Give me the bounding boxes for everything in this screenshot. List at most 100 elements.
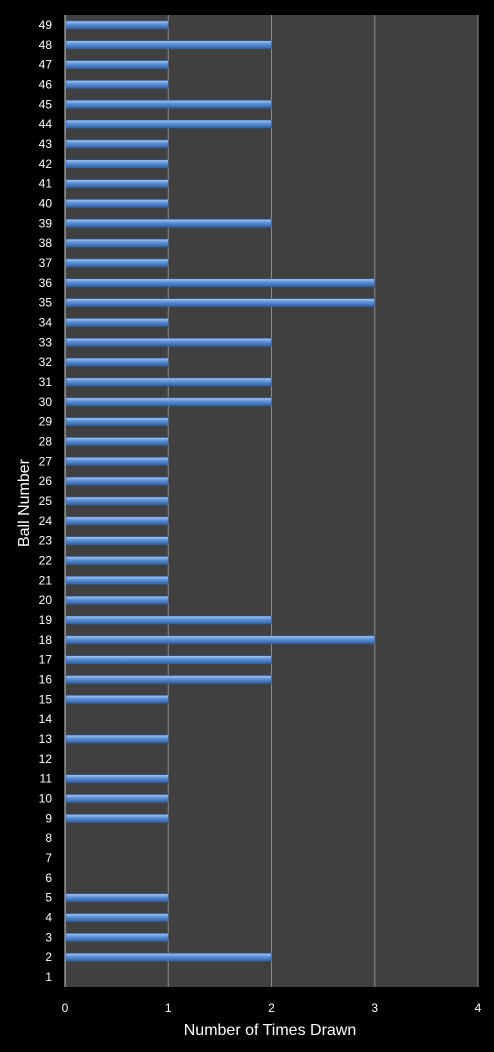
x-axis-title: Number of Times Drawn [184, 1022, 357, 1039]
y-tick-label: 31 [39, 375, 53, 389]
bar-ball-49 [65, 20, 169, 30]
bars [65, 20, 376, 962]
bar-ball-17 [65, 655, 272, 664]
bar-ball-10 [65, 794, 169, 803]
bar-ball-37 [65, 258, 169, 268]
bar-ball-32 [65, 357, 169, 367]
x-tick-label: 2 [268, 1001, 275, 1015]
bar-ball-38 [65, 238, 169, 248]
bar-ball-15 [65, 695, 169, 704]
bar-ball-22 [65, 556, 169, 565]
y-tick-label: 5 [45, 891, 52, 905]
bar-ball-41 [65, 179, 169, 188]
y-tick-label: 48 [39, 38, 53, 52]
bar-ball-45 [65, 99, 272, 109]
bar-ball-3 [65, 933, 169, 942]
x-tick-label: 3 [371, 1001, 378, 1015]
bar-ball-18 [65, 635, 376, 645]
bar-ball-9 [65, 814, 169, 823]
bar-ball-39 [65, 218, 272, 228]
bar-ball-27 [65, 457, 169, 466]
bar-ball-47 [65, 60, 169, 69]
y-tick-label: 24 [39, 514, 53, 528]
gridlines [64, 15, 479, 987]
y-tick-label: 16 [39, 673, 53, 687]
y-tick-label: 30 [39, 395, 53, 409]
y-tick-label: 42 [39, 157, 53, 171]
bar-ball-31 [65, 377, 272, 387]
bar-ball-23 [65, 536, 169, 545]
y-tick-label: 49 [39, 18, 53, 32]
bar-ball-43 [65, 139, 169, 149]
x-tick-label: 0 [62, 1001, 69, 1015]
y-tick-label: 46 [39, 77, 53, 91]
y-tick-label: 47 [39, 58, 53, 72]
y-tick-label: 15 [39, 692, 53, 706]
bar-ball-4 [65, 913, 169, 922]
y-tick-label: 23 [39, 534, 53, 548]
y-tick-label: 4 [45, 911, 52, 925]
y-tick-label: 22 [39, 554, 53, 568]
bar-ball-28 [65, 437, 169, 446]
y-tick-label: 39 [39, 216, 53, 230]
y-tick-label: 25 [39, 494, 53, 508]
y-tick-label: 21 [39, 573, 53, 587]
y-tick-label: 26 [39, 474, 53, 488]
y-tick-label: 34 [39, 315, 53, 329]
y-tick-label: 1 [45, 970, 52, 984]
bar-ball-46 [65, 80, 169, 89]
y-tick-label: 35 [39, 296, 53, 310]
bar-ball-35 [65, 298, 376, 307]
y-tick-label: 11 [40, 772, 53, 786]
y-tick-label: 32 [39, 355, 53, 369]
y-tick-label: 38 [39, 236, 53, 250]
bar-ball-30 [65, 397, 272, 407]
bar-ball-40 [65, 199, 169, 208]
y-tick-label: 20 [39, 593, 53, 607]
x-tick-label: 1 [165, 1001, 172, 1015]
y-tick-label: 2 [45, 950, 52, 964]
y-tick-label: 29 [39, 415, 53, 429]
y-tick-label: 37 [39, 256, 53, 270]
bar-ball-24 [65, 516, 169, 526]
bar-ball-29 [65, 417, 169, 426]
y-tick-label: 13 [39, 732, 53, 746]
bar-ball-48 [65, 40, 272, 50]
bar-ball-21 [65, 576, 169, 585]
y-tick-label: 12 [39, 752, 53, 766]
bar-ball-19 [65, 615, 272, 625]
bar-ball-26 [65, 476, 169, 486]
bar-ball-11 [65, 774, 169, 784]
y-tick-label: 28 [39, 434, 53, 448]
y-tick-labels: 1234567891011121314151617181920212223242… [39, 18, 53, 984]
y-tick-label: 7 [45, 851, 52, 865]
bar-ball-5 [65, 893, 169, 903]
bar-ball-13 [65, 734, 169, 744]
y-tick-label: 9 [45, 811, 52, 825]
y-tick-label: 45 [39, 97, 53, 111]
bar-ball-33 [65, 338, 272, 347]
y-tick-label: 43 [39, 137, 53, 151]
y-tick-label: 44 [39, 117, 53, 131]
bar-ball-25 [65, 496, 169, 506]
y-tick-label: 14 [39, 712, 53, 726]
y-tick-label: 10 [39, 792, 53, 806]
y-tick-label: 36 [39, 276, 53, 290]
bar-ball-42 [65, 159, 169, 169]
bar-ball-16 [65, 675, 272, 684]
y-tick-label: 3 [45, 930, 52, 944]
y-tick-label: 27 [39, 454, 53, 468]
y-tick-label: 33 [39, 335, 53, 349]
y-axis-title: Ball Number [16, 458, 33, 547]
bar-ball-20 [65, 595, 169, 605]
x-tick-labels: 0 1 2 3 4 [62, 1001, 482, 1015]
y-tick-label: 17 [39, 653, 53, 667]
y-tick-label: 18 [39, 633, 53, 647]
y-tick-label: 8 [45, 831, 52, 845]
bar-ball-44 [65, 119, 272, 129]
y-tick-label: 6 [45, 871, 52, 885]
y-tick-label: 19 [39, 613, 53, 627]
y-tick-label: 41 [39, 177, 53, 191]
x-tick-label: 4 [475, 1001, 482, 1015]
